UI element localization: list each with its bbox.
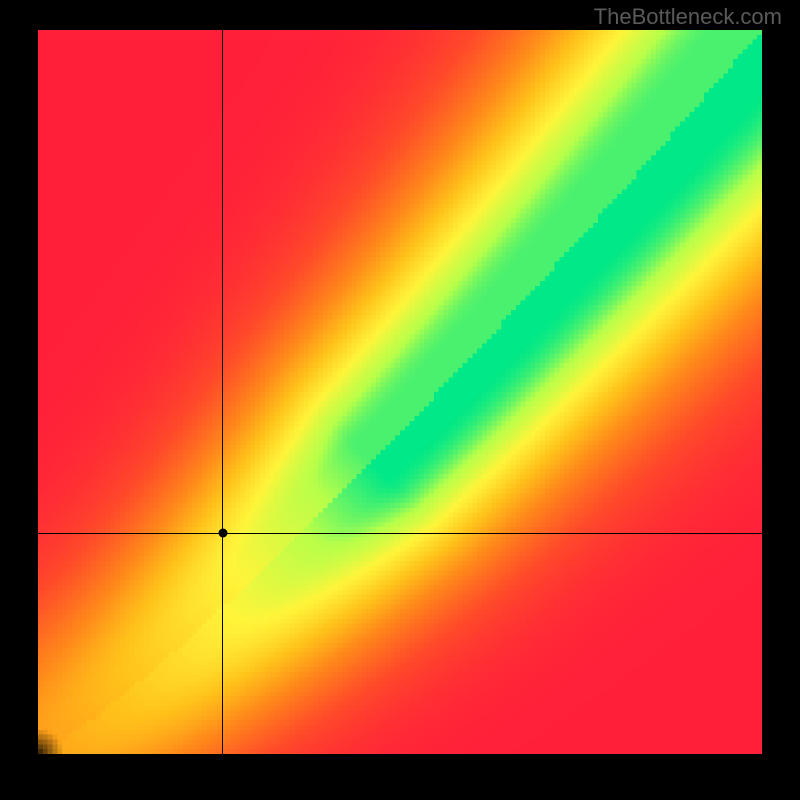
crosshair-marker xyxy=(218,529,227,538)
heatmap-canvas xyxy=(38,30,762,754)
crosshair-vertical xyxy=(222,30,223,754)
watermark-text: TheBottleneck.com xyxy=(594,4,782,30)
heatmap-plot xyxy=(38,30,762,754)
crosshair-horizontal xyxy=(38,533,762,534)
